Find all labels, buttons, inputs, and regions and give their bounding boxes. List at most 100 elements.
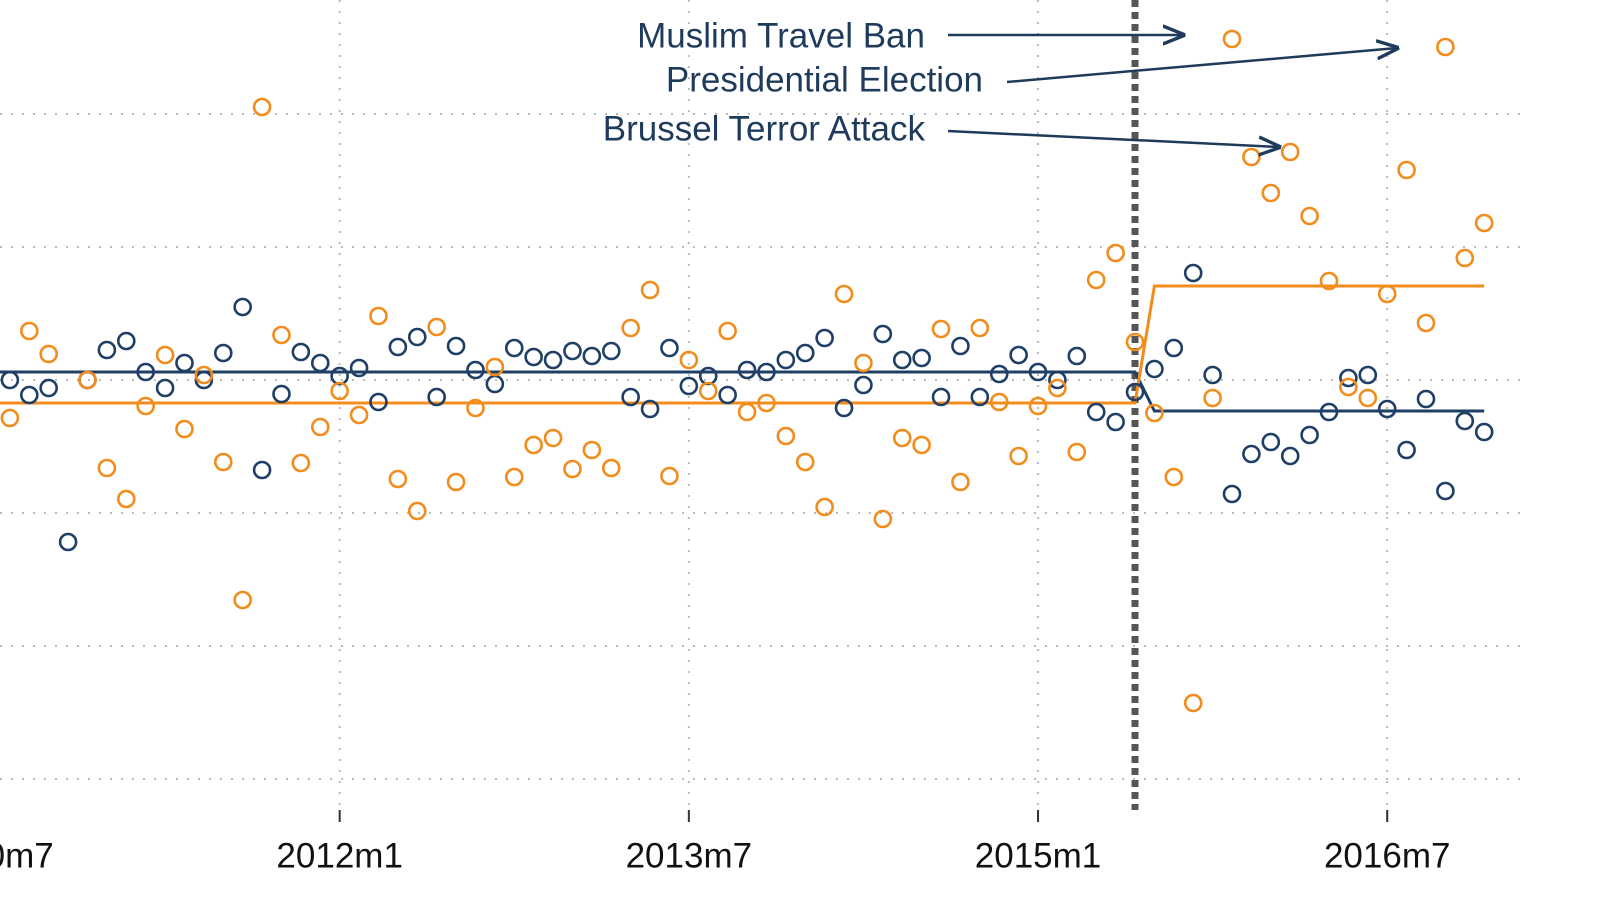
point (175, 419, 194, 439)
point (776, 350, 796, 370)
point (155, 345, 175, 365)
point (718, 385, 737, 405)
grid: 2010m7 2012m1 2013m7 2015m1 2016m7 (0, 0, 1525, 875)
point (892, 350, 912, 370)
point (116, 489, 136, 509)
point (776, 426, 796, 446)
x-tick-label: 2015m1 (975, 836, 1101, 875)
fit-line (0, 284, 1485, 405)
point (601, 341, 621, 361)
point (1358, 388, 1378, 408)
point (388, 469, 408, 489)
point (58, 532, 78, 552)
point (970, 318, 990, 338)
point (912, 348, 931, 368)
point (1067, 346, 1087, 366)
point (582, 346, 602, 366)
point (1203, 365, 1222, 385)
point (233, 590, 252, 610)
point (1145, 403, 1164, 423)
point (194, 370, 214, 390)
point (252, 97, 272, 117)
point (466, 398, 485, 418)
point (446, 336, 466, 356)
point (621, 387, 640, 407)
point (524, 347, 543, 367)
point (116, 331, 136, 351)
point (757, 393, 776, 413)
point (1242, 444, 1261, 464)
point (1164, 467, 1184, 487)
point (660, 466, 679, 486)
point (1048, 378, 1067, 398)
point (524, 435, 543, 455)
point (892, 428, 912, 448)
point (989, 392, 1009, 412)
point (1436, 481, 1455, 501)
point (1028, 362, 1048, 382)
point (213, 343, 233, 363)
point (912, 435, 931, 455)
point (1183, 693, 1203, 713)
point (1086, 270, 1106, 290)
point (931, 387, 951, 407)
point (1048, 370, 1067, 390)
point (1106, 412, 1125, 432)
point (39, 344, 58, 364)
point (543, 350, 563, 370)
point (349, 405, 369, 425)
point (485, 357, 505, 377)
point (1319, 402, 1339, 422)
point (873, 509, 893, 529)
point (504, 338, 524, 358)
point (1125, 382, 1145, 402)
point (1339, 377, 1358, 397)
point (1067, 442, 1087, 462)
point (291, 342, 311, 362)
point (1145, 359, 1164, 379)
point (1086, 402, 1106, 422)
point (1416, 313, 1436, 333)
point (563, 459, 582, 479)
point (369, 392, 388, 412)
point (698, 381, 718, 401)
annotation: Brussel Terror Attack (603, 109, 926, 148)
fit-line (0, 370, 1485, 413)
point (1474, 422, 1494, 442)
point (427, 387, 446, 407)
point (543, 428, 563, 448)
point (1455, 248, 1475, 268)
point (233, 297, 252, 317)
point (310, 417, 330, 437)
point (1300, 425, 1319, 445)
point (834, 398, 854, 418)
point (369, 306, 388, 326)
point (407, 327, 427, 347)
point (1028, 396, 1048, 416)
x-tick-label: 2013m7 (626, 836, 752, 875)
point (1261, 183, 1281, 203)
point (485, 374, 505, 394)
point (815, 497, 834, 517)
point (854, 353, 873, 373)
point (1416, 389, 1436, 409)
point (175, 353, 194, 373)
point (446, 472, 466, 492)
point (78, 370, 97, 390)
point (582, 440, 602, 460)
point (291, 453, 311, 473)
point (1474, 213, 1494, 233)
point (1125, 332, 1145, 352)
point (1377, 399, 1397, 419)
point (621, 318, 640, 338)
arrow (947, 129, 1279, 147)
point (834, 284, 854, 304)
point (1164, 338, 1184, 358)
point (1242, 147, 1261, 167)
point (1280, 142, 1300, 162)
point (873, 324, 893, 344)
point (427, 317, 446, 337)
arrow (1006, 48, 1397, 84)
point (989, 364, 1009, 384)
